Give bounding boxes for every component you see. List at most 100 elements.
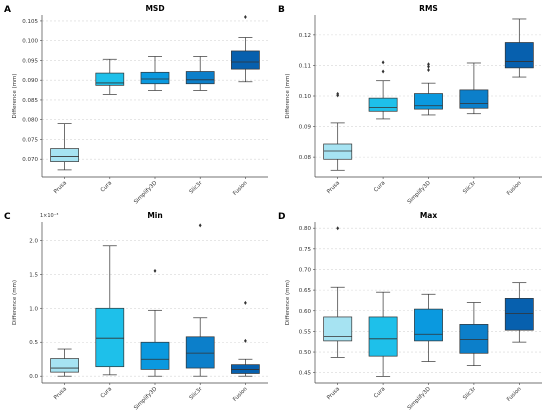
y-axis-label: Difference (mm) — [12, 280, 18, 325]
box-fusion — [231, 300, 260, 377]
x-tick-label: Fusion — [232, 386, 249, 403]
outlier-point — [427, 64, 430, 69]
box-prusa — [50, 348, 79, 377]
x-tick-label: Slic3r — [462, 180, 478, 196]
x-tick-label: Simplify3D — [133, 386, 158, 411]
box-iqr — [185, 336, 215, 369]
outlier-point — [381, 60, 385, 65]
box-iqr — [368, 316, 398, 357]
outlier-point — [244, 14, 247, 19]
box-iqr — [459, 324, 489, 354]
chart-title: RMS — [419, 4, 438, 13]
x-tick-label: Simplify3D — [407, 180, 432, 205]
x-tick-label: Cura — [373, 180, 386, 193]
scale-label: 1×10⁻³ — [40, 213, 58, 219]
y-tick-label: 0.75 — [299, 247, 312, 253]
x-tick-label: Fusion — [232, 180, 249, 197]
outlier-point — [244, 338, 247, 343]
y-tick-label: 0.08 — [299, 155, 312, 161]
box-iqr — [140, 341, 170, 370]
box-iqr — [231, 50, 260, 70]
box-iqr — [504, 298, 534, 331]
outlier-point — [336, 91, 340, 96]
panel-b: B RMS 0.08 0.09 0.10 0.11 0.12 Difference (mm) P… — [278, 4, 542, 205]
box-fusion — [504, 18, 534, 78]
box-fusion — [504, 282, 534, 343]
box-iqr — [459, 89, 489, 109]
x-tick-label: Prusa — [53, 180, 68, 195]
x-tick-label: Prusa — [53, 386, 68, 401]
outlier-point — [198, 223, 202, 228]
x-tick-label: Cura — [100, 180, 113, 193]
box-simplify3d — [140, 56, 170, 91]
y-tick-label: 0.65 — [299, 288, 312, 294]
box-iqr — [414, 308, 443, 342]
panel-letter: D — [278, 212, 285, 222]
box-cura — [368, 291, 398, 377]
box-iqr — [414, 93, 443, 110]
box-fusion — [231, 14, 260, 83]
panel-d: D Max 0.45 0.50 0.55 0.60 0.65 0.70 0.75 0.80 Diff… — [278, 211, 542, 411]
x-tick-label: Prusa — [326, 386, 341, 401]
panel-letter: B — [278, 5, 285, 15]
y-tick-label: 1.0 — [29, 306, 38, 312]
box-iqr — [323, 316, 353, 342]
y-tick-label: 0.5 — [29, 340, 38, 346]
y-tick-label: 0.11 — [299, 63, 311, 69]
outlier-point — [336, 226, 340, 231]
box-iqr — [323, 143, 353, 160]
box-iqr — [368, 97, 398, 112]
y-tick-label: 0.105 — [22, 19, 38, 25]
x-tick-label: Fusion — [506, 386, 523, 403]
box-prusa — [50, 123, 79, 171]
box-simplify3d — [414, 62, 443, 116]
y-tick-label: 0.0 — [29, 374, 38, 380]
x-tick-label: Simplify3D — [407, 386, 432, 411]
y-tick-label: 0.075 — [22, 137, 38, 143]
box-iqr — [504, 42, 534, 69]
chart-title: Min — [147, 211, 162, 220]
box-cura — [95, 245, 125, 376]
y-tick-label: 0.80 — [299, 226, 312, 232]
x-tick-label: Slic3r — [462, 386, 478, 402]
y-axis-label: Difference (mm) — [285, 280, 291, 325]
outlier-point — [427, 68, 430, 73]
x-tick-label: Prusa — [326, 180, 341, 195]
y-axis-label: Difference (mm) — [285, 73, 291, 118]
box-slic3r — [459, 302, 489, 367]
box-prusa — [323, 226, 353, 358]
y-tick-label: 2.0 — [29, 238, 38, 244]
y-tick-label: 0.090 — [22, 78, 38, 84]
box-slic3r — [185, 56, 215, 91]
y-tick-label: 0.085 — [22, 98, 38, 104]
box-iqr — [50, 148, 79, 162]
x-tick-label: Cura — [100, 386, 113, 399]
outlier-point — [427, 62, 430, 67]
box-iqr — [95, 72, 125, 86]
y-tick-label: 0.70 — [299, 267, 312, 273]
box-cura — [368, 60, 398, 120]
box-cura — [95, 58, 125, 95]
box-iqr — [50, 358, 79, 373]
y-tick-label: 0.55 — [299, 329, 312, 335]
box-iqr — [185, 71, 215, 85]
y-tick-label: 0.09 — [299, 125, 312, 131]
chart-title: MSD — [145, 4, 164, 13]
outlier-point — [381, 69, 385, 74]
outlier-point — [153, 268, 157, 273]
y-tick-label: 0.45 — [299, 371, 312, 377]
x-tick-label: Slic3r — [189, 386, 205, 402]
box-slic3r — [185, 223, 215, 377]
x-tick-label: Slic3r — [189, 180, 205, 196]
panel-c: C Min 0.0 0.5 1.0 1.5 2.0 Difference (mm) 1×10⁻³… — [4, 211, 268, 411]
box-simplify3d — [140, 268, 170, 377]
y-tick-label: 0.60 — [299, 309, 312, 315]
box-prusa — [323, 91, 353, 171]
box-iqr — [95, 307, 125, 368]
box-iqr — [140, 71, 170, 85]
y-tick-label: 0.070 — [22, 157, 38, 163]
panel-letter: C — [4, 212, 11, 222]
y-tick-label: 0.080 — [22, 118, 38, 124]
chart-title: Max — [420, 211, 438, 220]
